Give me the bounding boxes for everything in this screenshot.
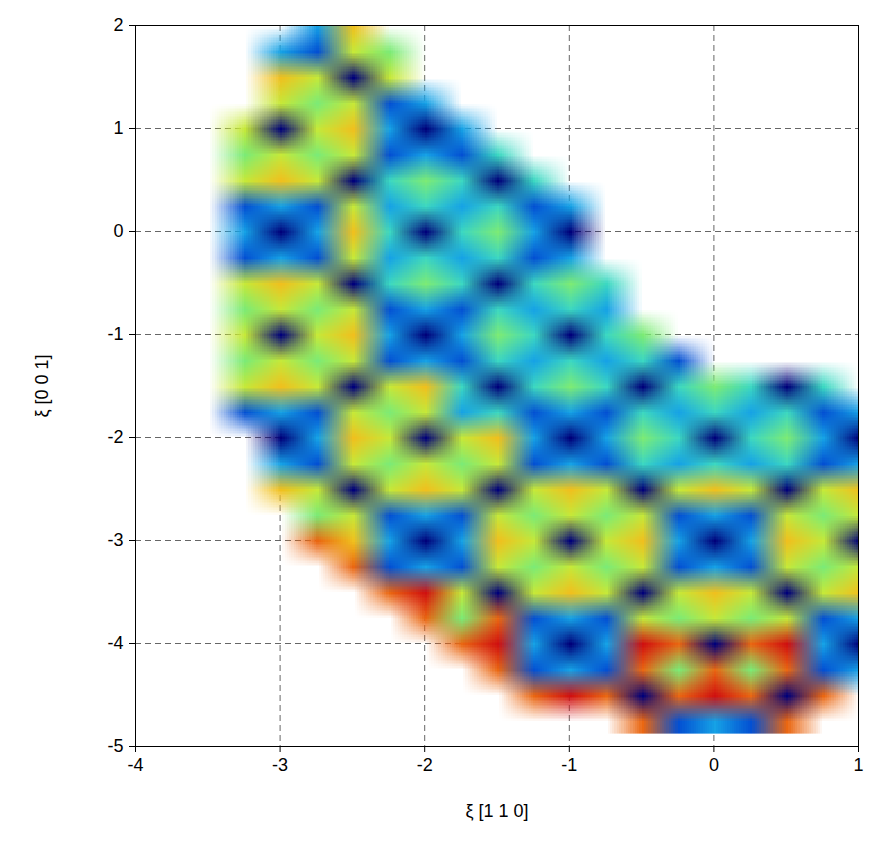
svg-text:ξ [0 0 1]: ξ [0 0 1]	[32, 354, 52, 417]
svg-text:-3: -3	[272, 755, 288, 775]
svg-text:-4: -4	[107, 633, 123, 653]
svg-text:1: 1	[853, 755, 863, 775]
svg-text:2: 2	[113, 15, 123, 35]
svg-text:-3: -3	[107, 530, 123, 550]
svg-text:0: 0	[113, 221, 123, 241]
svg-text:-2: -2	[107, 427, 123, 447]
svg-text:-1: -1	[107, 324, 123, 344]
svg-text:-5: -5	[107, 736, 123, 756]
svg-text:-2: -2	[417, 755, 433, 775]
svg-text:-1: -1	[561, 755, 577, 775]
svg-text:-4: -4	[127, 755, 143, 775]
svg-text:ξ [1 1 0]: ξ [1 1 0]	[465, 801, 528, 821]
svg-text:1: 1	[113, 118, 123, 138]
svg-text:0: 0	[709, 755, 719, 775]
